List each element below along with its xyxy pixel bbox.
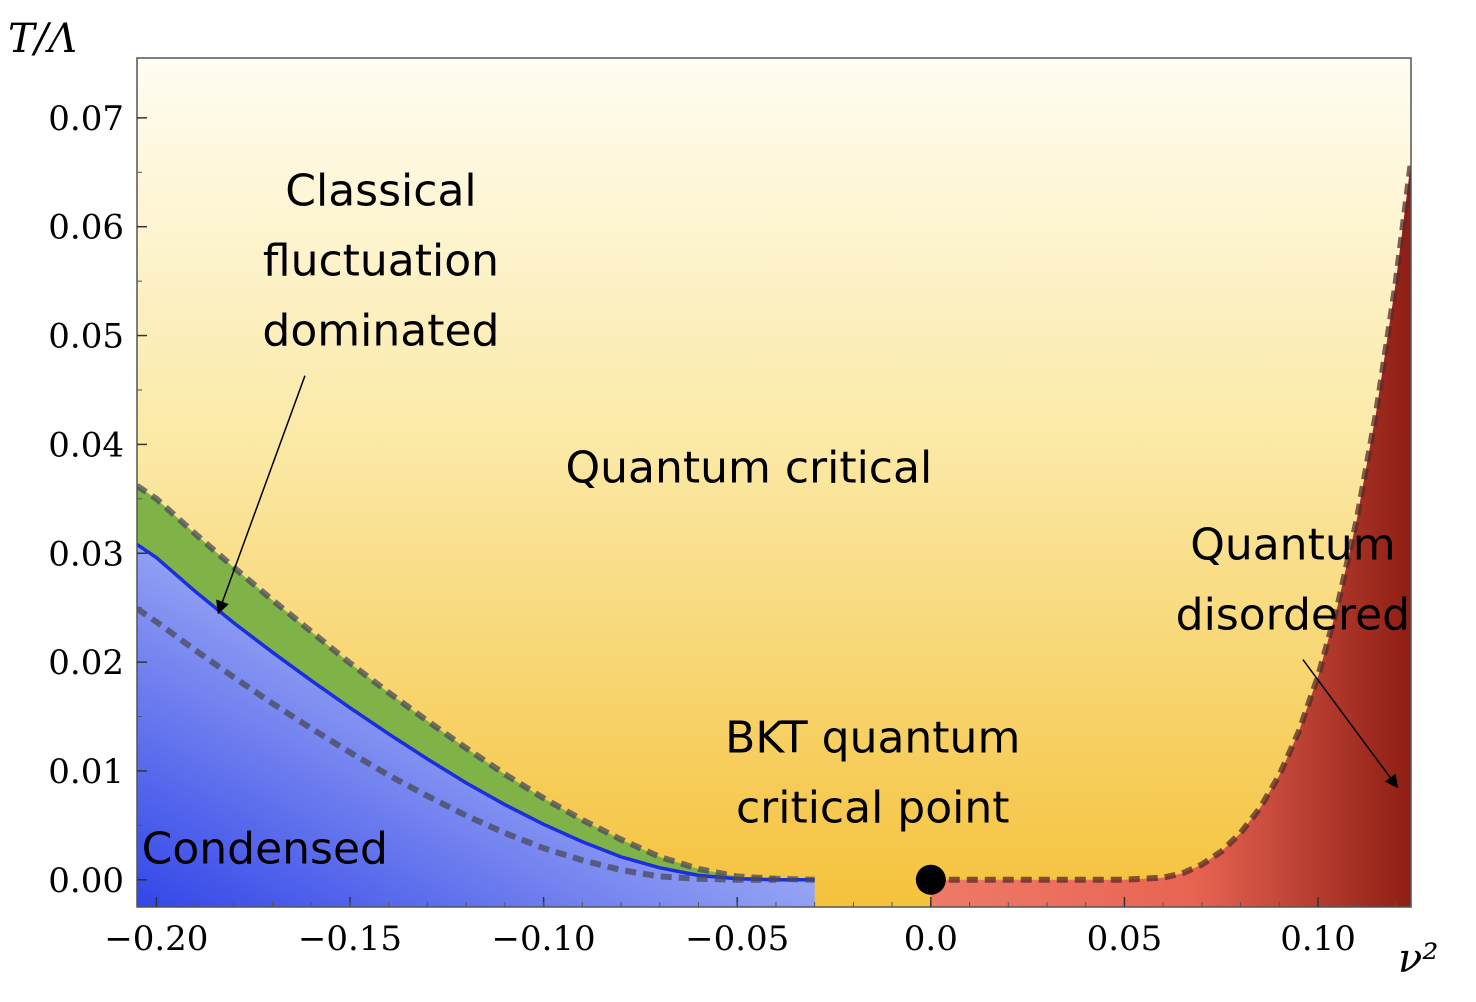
x-tick-label: −0.05	[685, 919, 789, 959]
condensed-region	[137, 544, 815, 907]
y-tick-label: 0.06	[48, 208, 124, 248]
y-tick-label: 0.02	[48, 643, 124, 683]
x-tick-label: −0.15	[298, 919, 402, 959]
classical-label-line: fluctuation	[263, 236, 499, 287]
x-tick-label: −0.20	[104, 919, 208, 959]
y-tick-label: 0.01	[48, 752, 124, 792]
classical-arrow	[216, 375, 306, 615]
x-tick-label: 0.10	[1280, 919, 1356, 959]
disordered-region	[930, 161, 1411, 907]
y-axis-label: T/Λ	[8, 16, 77, 62]
condensed-label-line: Condensed	[142, 823, 388, 874]
bkt-label: BKT quantum critical point	[725, 712, 1020, 833]
disordered-label-line: Quantum	[1190, 520, 1395, 571]
disordered-crossover-dashed-line	[930, 161, 1411, 883]
classical-upper-dashed-line	[137, 483, 815, 883]
classical-label-line: dominated	[262, 306, 499, 357]
classical-lower-dashed-line	[137, 606, 776, 883]
disordered-arrow	[1302, 659, 1399, 789]
bkt-label-line: BKT quantum	[725, 712, 1020, 763]
plot-frame	[136, 57, 1412, 908]
x-tick-label: −0.10	[491, 919, 595, 959]
critical-label: Quantum critical	[565, 443, 932, 494]
bkt-critical-point	[915, 864, 946, 895]
x-tick-label: 0.0	[904, 919, 958, 959]
x-axis-label: ν²	[1398, 936, 1438, 982]
y-tick-label: 0.03	[48, 534, 124, 574]
condensed-label: Condensed	[142, 823, 388, 874]
critical-label-line: Quantum critical	[565, 443, 932, 494]
y-tick-label: 0.00	[48, 861, 124, 901]
y-tick-label: 0.07	[48, 99, 124, 139]
y-tick-label: 0.04	[48, 425, 124, 465]
condensation-line	[137, 543, 815, 882]
classical-label: Classical fluctuation dominated	[262, 166, 499, 357]
x-tick-label: 0.05	[1087, 919, 1163, 959]
bkt-label-line: critical point	[736, 782, 1010, 833]
disordered-label: Quantum disordered	[1176, 520, 1410, 641]
classical-label-line: Classical	[285, 166, 476, 217]
disordered-label-line: disordered	[1176, 590, 1410, 641]
y-tick-label: 0.05	[48, 317, 124, 357]
